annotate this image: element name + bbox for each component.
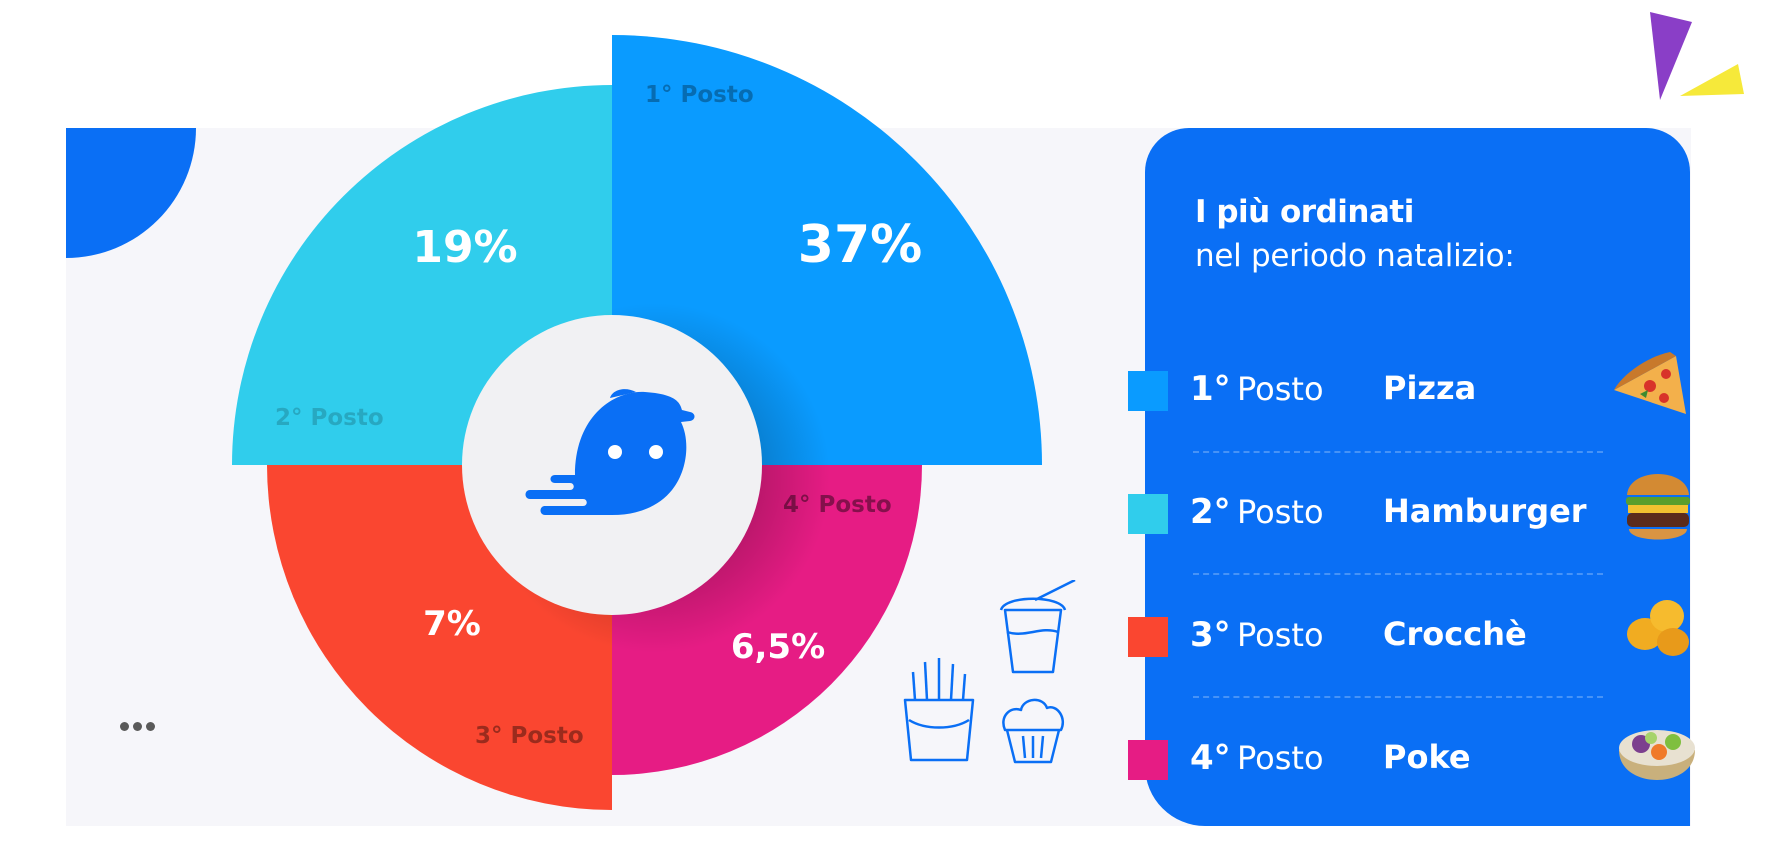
delivery-mascot-icon (525, 389, 695, 515)
drink-cup-icon (999, 580, 1076, 674)
slice-category-label: 4° Posto (783, 492, 892, 518)
legend-item-2: 2° Posto Hamburger (1128, 480, 1690, 540)
legend-swatch (1128, 371, 1168, 411)
legend-title: I più ordinati (1195, 194, 1414, 230)
legend-posto: Posto (1237, 370, 1324, 408)
legend-divider (1193, 696, 1603, 698)
legend-food: Hamburger (1383, 492, 1587, 530)
pizza-image (1614, 352, 1686, 414)
legend-posto: Posto (1237, 739, 1324, 777)
french-fries-icon (903, 658, 975, 762)
legend-rank: 4° (1190, 738, 1231, 778)
legend-rank: 1° (1190, 369, 1231, 409)
legend-swatch (1128, 740, 1168, 780)
legend-panel: I più ordinati nel periodo natalizio: 1°… (1128, 128, 1695, 826)
legend-rank: 2° (1190, 492, 1231, 532)
muffin-icon (1002, 698, 1064, 764)
slice-value-label: 7% (423, 604, 481, 644)
confetti-decoration (1650, 12, 1744, 100)
legend-swatch (1128, 617, 1168, 657)
food-line-icons (903, 580, 1076, 764)
slice-category-label: 3° Posto (475, 723, 584, 749)
legend-posto: Posto (1237, 616, 1324, 654)
slice-value-label: 6,5% (731, 627, 825, 667)
legend-subtitle: nel periodo natalizio: (1195, 238, 1515, 274)
dots-icon (120, 722, 155, 731)
slice-value-label: 37% (798, 215, 922, 275)
slice-category-label: 1° Posto (645, 82, 754, 108)
croquettes-image (1627, 600, 1689, 656)
legend-rank: 3° (1190, 615, 1231, 655)
hamburger-image (1626, 474, 1690, 540)
slice-category-label: 2° Posto (275, 405, 384, 431)
legend-item-3: 3° Posto Crocchè (1128, 603, 1690, 663)
legend-swatch (1128, 494, 1168, 534)
pie-chart: 37% 1° Posto 19% 2° Posto 7% 3° Posto 6,5% 4° P… (232, 35, 1042, 810)
legend-divider (1193, 451, 1603, 453)
slice-value-label: 19% (412, 222, 517, 273)
legend-food: Poke (1383, 738, 1471, 776)
legend-food: Crocchè (1383, 615, 1527, 653)
legend-item-1: 1° Posto Pizza (1128, 357, 1690, 417)
legend-food: Pizza (1383, 369, 1477, 407)
poke-bowl-image (1619, 730, 1695, 780)
legend-item-4: 4° Posto Poke (1128, 726, 1690, 786)
legend-divider (1193, 573, 1603, 575)
legend-posto: Posto (1237, 493, 1324, 531)
